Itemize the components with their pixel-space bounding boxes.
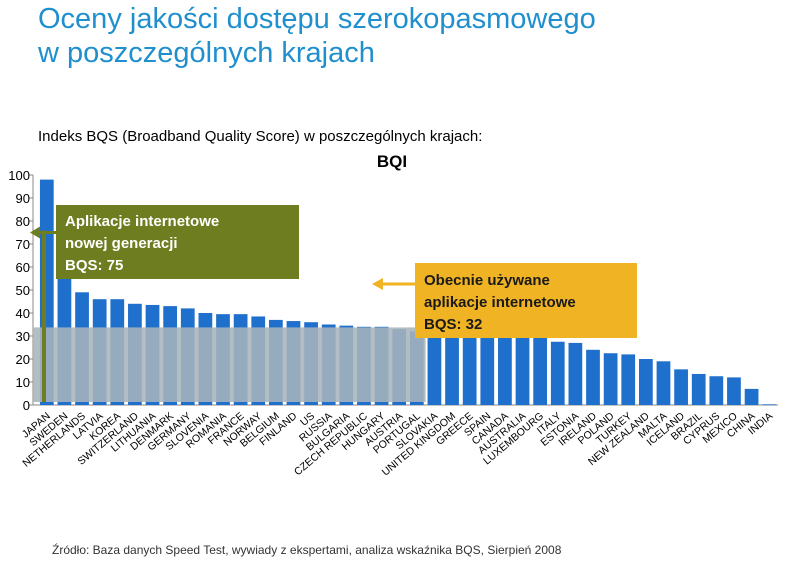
y-tick-label: 10 (16, 375, 30, 390)
y-tick-label: 40 (16, 306, 30, 321)
y-tick-label: 100 (8, 168, 30, 183)
bar (674, 369, 688, 405)
x-axis-labels: JAPANSWEDENNETHERLANDSLATVIAKOREASWITZER… (20, 410, 775, 479)
page-title-line-2: w poszczególnych krajach (38, 37, 375, 69)
bar (586, 349, 600, 405)
bar (656, 361, 671, 405)
bar (427, 333, 442, 405)
bar (744, 388, 759, 405)
bar (480, 333, 495, 405)
next-gen-arrow-head (30, 226, 40, 239)
current-callout-line: aplikacje internetowe (424, 294, 576, 311)
source-note: Źródło: Baza danych Speed Test, wywiady … (52, 543, 562, 557)
next-gen-callout-line: nowej generacji (65, 235, 178, 252)
bar (638, 359, 653, 405)
bar (533, 336, 548, 405)
current-callout-box (415, 263, 637, 338)
bar (462, 333, 477, 405)
bar (762, 404, 777, 406)
callouts: Aplikacje internetowe nowej generacji BQS:… (30, 205, 637, 402)
bar (445, 333, 459, 405)
bar (568, 342, 583, 405)
bar (515, 336, 530, 405)
chart-title: BQI (377, 152, 407, 171)
bar (709, 376, 724, 405)
bar (727, 377, 741, 405)
bar (498, 333, 512, 405)
y-tick-label: 50 (16, 283, 30, 298)
next-gen-callout-line: Aplikacje internetowe (65, 213, 219, 230)
current-callout-line: Obecnie używane (424, 272, 550, 289)
chart-subtitle: Indeks BQS (Broadband Quality Score) w p… (38, 128, 483, 145)
threshold-band (33, 327, 426, 402)
y-tick-label: 20 (16, 352, 30, 367)
bar (691, 373, 706, 405)
bar (621, 354, 636, 405)
current-callout-line: BQS: 32 (424, 316, 482, 333)
bar (550, 341, 565, 405)
page-title-line-1: Oceny jakości dostępu szerokopasmowego (38, 3, 596, 35)
next-gen-callout-box (56, 205, 299, 279)
next-gen-callout-line: BQS: 75 (65, 257, 123, 274)
y-tick-label: 80 (16, 214, 30, 229)
current-arrow-head (372, 278, 383, 290)
y-tick-label: 0 (23, 398, 30, 413)
y-tick-label: 70 (16, 237, 30, 252)
page-title: Oceny jakości dostępu szerokopasmowego w… (38, 2, 596, 70)
y-tick-label: 30 (16, 329, 30, 344)
bar (603, 353, 618, 405)
y-tick-label: 60 (16, 260, 30, 275)
y-tick-label: 90 (16, 191, 30, 206)
